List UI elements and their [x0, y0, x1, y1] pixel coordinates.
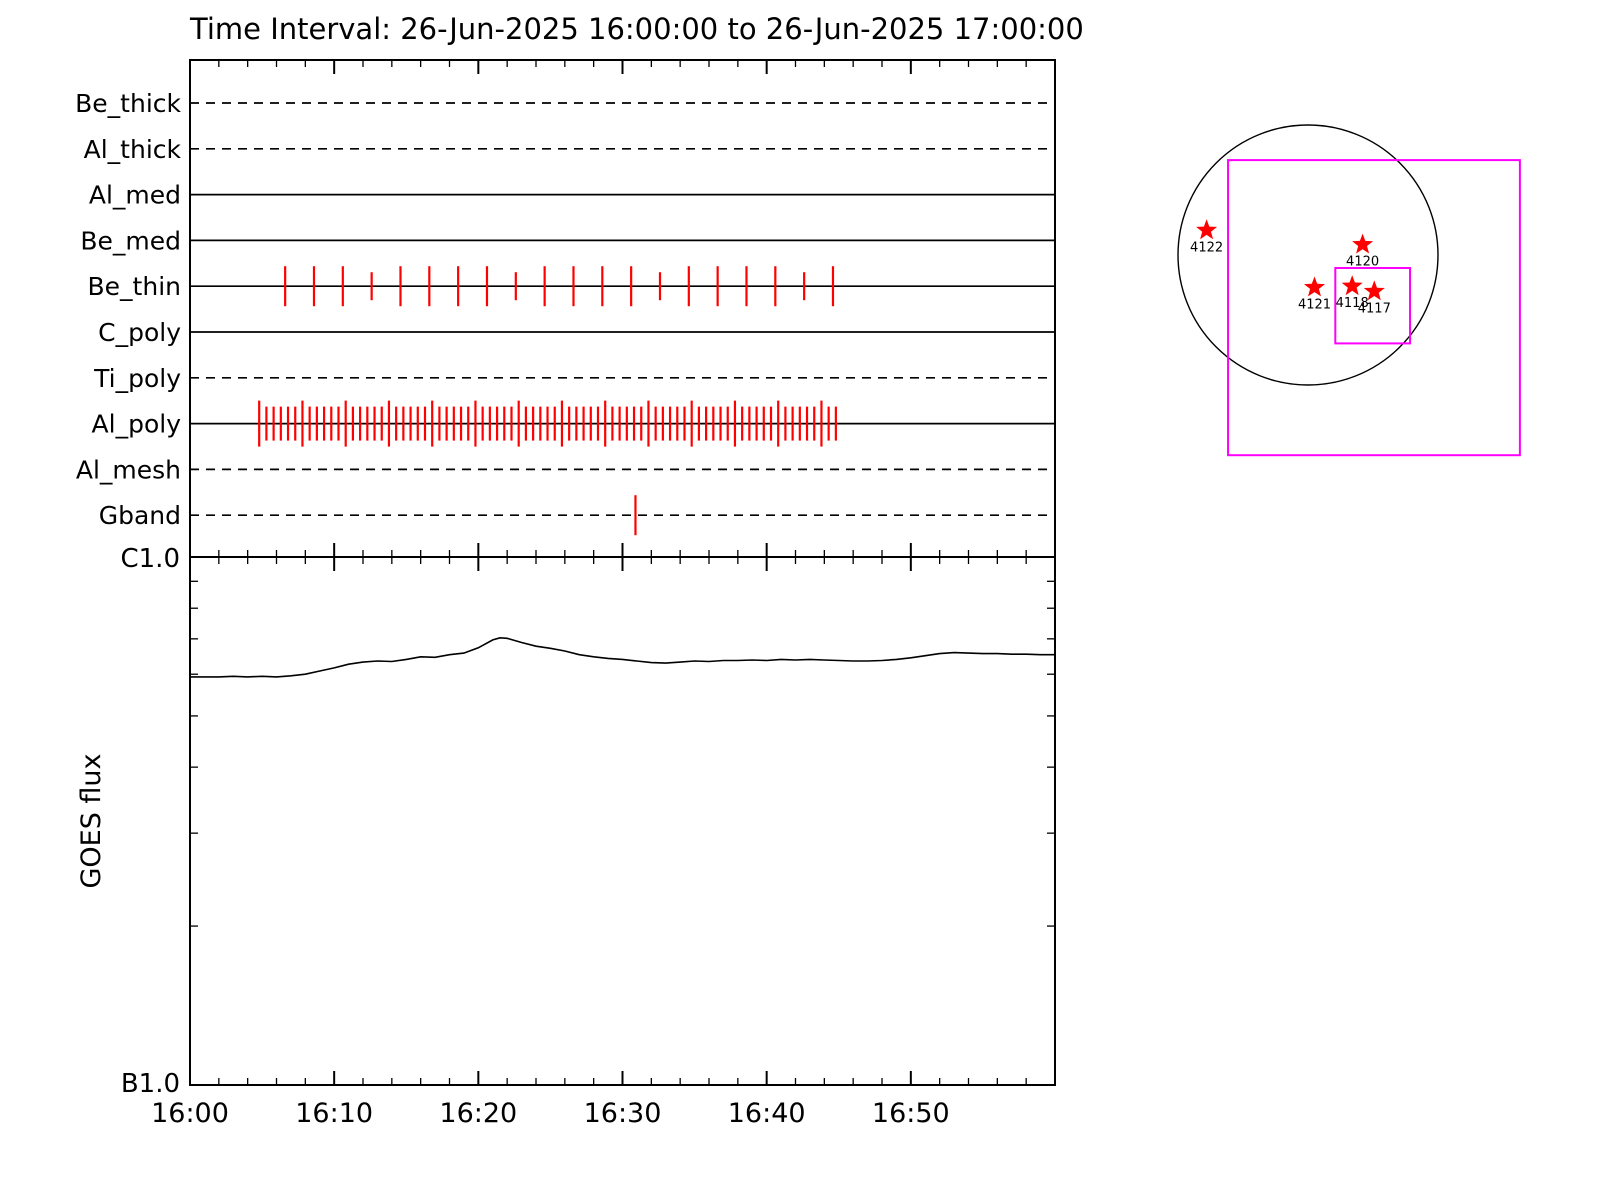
channel-label-C_poly: C_poly	[98, 318, 181, 347]
x-tick-label: 16:30	[584, 1098, 662, 1129]
goes-flux-curve	[190, 636, 1055, 678]
x-tick-label: 16:40	[728, 1098, 806, 1129]
channel-label-Be_med: Be_med	[80, 226, 181, 255]
timeline-frame	[189, 59, 1056, 558]
solar-limb	[1177, 124, 1439, 386]
channel-label-Al_poly: Al_poly	[92, 410, 182, 439]
active-region-label-4117: 4117	[1358, 301, 1391, 316]
active-region-star-4121	[1304, 276, 1325, 297]
active-region-label-4120: 4120	[1346, 255, 1379, 270]
x-tick-label: 16:10	[295, 1098, 373, 1129]
channel-label-Al_thick: Al_thick	[84, 135, 182, 164]
fov-box-2	[1334, 267, 1412, 345]
active-region-star-4117	[1363, 280, 1385, 301]
channel-label-Gband: Gband	[99, 501, 181, 530]
goes-frame	[189, 556, 1056, 1086]
fov-box-1	[1227, 159, 1521, 457]
channel-label-Be_thick: Be_thick	[75, 89, 181, 118]
active-region-label-4118: 4118	[1336, 296, 1369, 311]
active-region-star-4118	[1341, 275, 1363, 296]
active-region-label-4121: 4121	[1298, 298, 1331, 313]
x-tick-label: 16:00	[151, 1098, 229, 1129]
figure-title: Time Interval: 26-Jun-2025 16:00:00 to 2…	[190, 12, 1084, 46]
x-tick-label: 16:20	[439, 1098, 517, 1129]
x-tick-label: 16:50	[872, 1098, 950, 1129]
y-axis-top-label: C1.0	[120, 544, 180, 574]
active-region-star-4122	[1196, 219, 1218, 240]
xrt-timeline-panel: Be_thick Al_thick Al_med Be_med Be_thin C_pol…	[75, 59, 1056, 558]
goes-flux-axis-title: GOES flux	[76, 753, 107, 888]
goes-flux-panel: 16:00 16:10 16:20 16:30 16:40 16:50 C1.0 B1.0 GO…	[76, 544, 1056, 1129]
active-region-label-4122: 4122	[1190, 240, 1223, 255]
channel-label-Al_med: Al_med	[89, 181, 181, 210]
channel-label-Al_mesh: Al_mesh	[76, 455, 181, 484]
y-axis-bottom-label: B1.0	[121, 1069, 180, 1099]
channel-label-Be_thin: Be_thin	[88, 272, 181, 301]
active-region-star-4120	[1352, 233, 1374, 254]
channel-label-Ti_poly: Ti_poly	[93, 364, 181, 393]
